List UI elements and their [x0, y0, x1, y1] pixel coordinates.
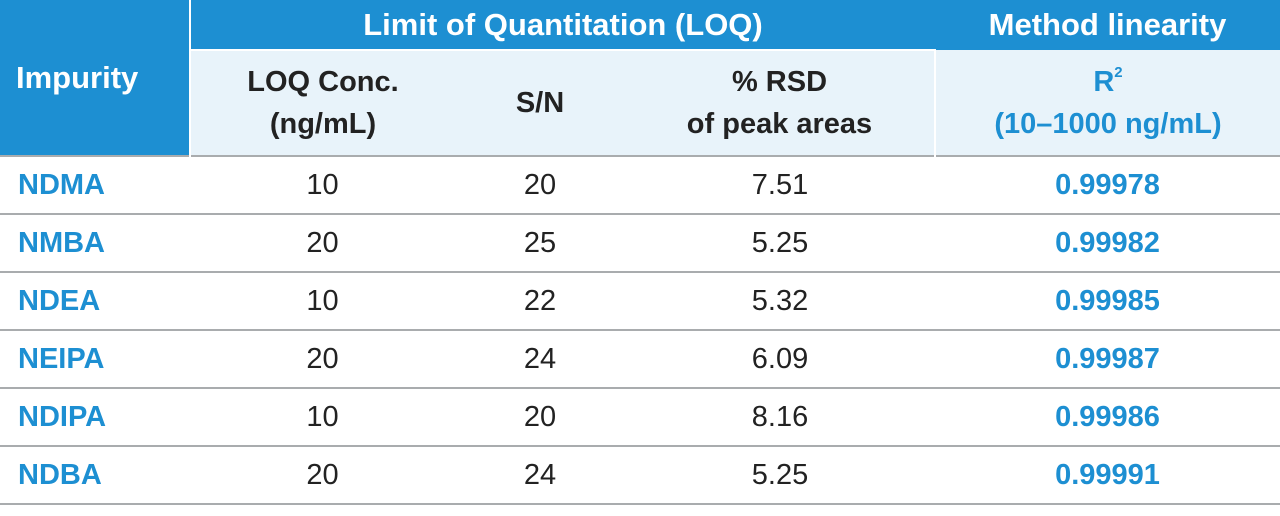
r2-header: R2 (10–1000 ng/mL) — [935, 50, 1280, 156]
rsd-header: % RSD of peak areas — [625, 50, 936, 156]
loq-conc-cell: 10 — [190, 387, 455, 446]
impurity-header: Impurity — [0, 0, 191, 156]
r2-superscript: 2 — [1114, 63, 1123, 81]
r2-cell: 0.99991 — [935, 445, 1280, 505]
loq-conc-cell: 20 — [190, 329, 455, 388]
loq-conc-cell: 10 — [190, 271, 455, 330]
loq-conc-header-line2: (ng/mL) — [269, 108, 377, 140]
rsd-cell: 5.25 — [625, 213, 935, 272]
loq-group-header: Limit of Quantitation (LOQ) — [190, 0, 935, 51]
sn-cell: 24 — [455, 329, 625, 388]
rsd-cell: 5.32 — [625, 271, 935, 330]
rsd-header-line1: % RSD — [731, 66, 828, 98]
sn-cell: 20 — [455, 155, 625, 214]
table-row: NMBA 20 25 5.25 0.99982 — [0, 213, 1280, 272]
impurity-cell: NDBA — [0, 445, 190, 505]
r2-cell: 0.99978 — [935, 155, 1280, 214]
sn-cell: 25 — [455, 213, 625, 272]
table-row: NDIPA 10 20 8.16 0.99986 — [0, 387, 1280, 446]
loq-linearity-table: Impurity Limit of Quantitation (LOQ) Met… — [0, 0, 1280, 505]
loq-conc-cell: 20 — [190, 213, 455, 272]
table-row: NEIPA 20 24 6.09 0.99987 — [0, 329, 1280, 388]
rsd-cell: 7.51 — [625, 155, 935, 214]
impurity-cell: NEIPA — [0, 329, 190, 388]
table-row: NDBA 20 24 5.25 0.99991 — [0, 445, 1280, 505]
loq-conc-header-line1: LOQ Conc. — [247, 66, 399, 98]
r2-header-line2: (10–1000 ng/mL) — [994, 107, 1222, 140]
r2-cell: 0.99982 — [935, 213, 1280, 272]
r2-base: R — [1093, 65, 1115, 98]
loq-conc-header: LOQ Conc. (ng/mL) — [189, 50, 455, 156]
loq-conc-cell: 10 — [190, 155, 455, 214]
r2-cell: 0.99986 — [935, 387, 1280, 446]
table-row: NDMA 10 20 7.51 0.99978 — [0, 155, 1280, 214]
rsd-cell: 5.25 — [625, 445, 935, 505]
sn-header: S/N — [455, 50, 625, 156]
linearity-group-header: Method linearity — [935, 0, 1280, 50]
impurity-cell: NDIPA — [0, 387, 190, 446]
sn-cell: 22 — [455, 271, 625, 330]
r2-header-line1: R2 — [936, 61, 1280, 103]
sn-cell: 24 — [455, 445, 625, 505]
sn-cell: 20 — [455, 387, 625, 446]
rsd-cell: 6.09 — [625, 329, 935, 388]
impurity-cell: NMBA — [0, 213, 190, 272]
r2-cell: 0.99985 — [935, 271, 1280, 330]
loq-conc-cell: 20 — [190, 445, 455, 505]
table-row: NDEA 10 22 5.32 0.99985 — [0, 271, 1280, 330]
impurity-cell: NDEA — [0, 271, 190, 330]
impurity-cell: NDMA — [0, 155, 190, 214]
rsd-header-line2: of peak areas — [686, 108, 873, 140]
rsd-cell: 8.16 — [625, 387, 935, 446]
r2-cell: 0.99987 — [935, 329, 1280, 388]
